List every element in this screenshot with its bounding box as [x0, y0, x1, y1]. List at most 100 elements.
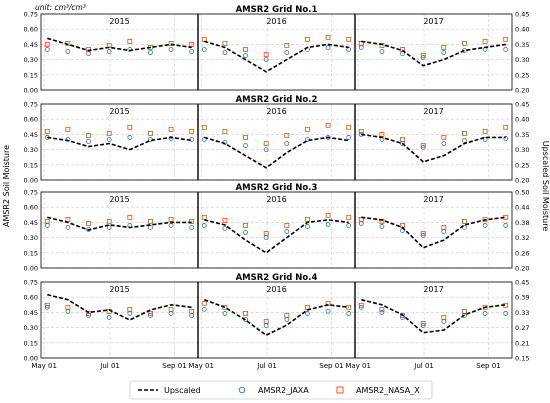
nasa-point [148, 218, 153, 224]
grid-row-4: AMSR2 Grid No.4 0.00 0.15 0.30 0.45 0.60 0.75 0… [24, 273, 530, 370]
jaxa-point [44, 223, 50, 228]
year-label: 2016 [266, 17, 286, 26]
unit-label: unit: cm³/cm³ [35, 3, 86, 12]
right-tick-label: 0.20 [515, 177, 529, 185]
right-tick-label: 0.21 [515, 339, 529, 347]
jaxa-point [65, 225, 71, 230]
jaxa-point [358, 304, 364, 310]
nasa-point [284, 43, 290, 48]
jaxa-point [441, 141, 447, 146]
jaxa-point [503, 223, 509, 228]
nasa-point [379, 306, 385, 312]
upscaled-line [361, 133, 506, 163]
nasa-point [305, 126, 310, 132]
grid-title: AMSR2 Grid No.3 [236, 183, 318, 193]
nasa-point [325, 122, 331, 128]
left-tick-label: 0.00 [24, 355, 38, 363]
jaxa-point [263, 57, 269, 62]
nasa-point [379, 131, 385, 137]
left-tick-label: 0.60 [24, 26, 38, 34]
nasa-point [189, 308, 195, 314]
nasa-point [127, 38, 133, 44]
jaxa-point [441, 50, 447, 55]
jaxa-point [420, 233, 426, 238]
right-tick-label: 0.25 [515, 71, 529, 79]
jaxa-point [127, 311, 133, 316]
jaxa-point [44, 47, 50, 52]
nasa-point [400, 137, 405, 142]
nasa-point [420, 143, 426, 148]
upscaled-line [204, 136, 349, 169]
left-tick-label: 0.30 [24, 324, 38, 332]
legend-label: Upscaled [164, 386, 201, 395]
jaxa-point [201, 47, 207, 52]
nasa-point [379, 43, 385, 48]
right-tick-label: 0.35 [515, 131, 529, 139]
jaxa-point [462, 138, 467, 143]
grid-panels: AMSR2 Grid No.1 0.00 0.15 0.30 0.45 0.60 0.75 0… [24, 5, 530, 370]
nasa-point [168, 306, 174, 312]
jaxa-point [379, 309, 385, 315]
jaxa-point [106, 49, 112, 54]
right-tick-label: 0.45 [515, 11, 529, 19]
nasa-point [346, 36, 352, 42]
x-tick-label: Sep 01 [476, 362, 500, 370]
jaxa-point [325, 308, 331, 314]
nasa-point [148, 311, 153, 316]
right-tick-label: 0.39 [515, 294, 529, 302]
jaxa-point [168, 47, 174, 52]
legend-label: AMSR2_NASA_X [356, 386, 420, 395]
x-tick-label: May 01 [31, 362, 57, 370]
jaxa-point [106, 315, 112, 320]
nasa-point [325, 34, 331, 40]
legend-jaxa-marker [238, 386, 246, 394]
x-tick-label: Jul 01 [99, 362, 120, 370]
jaxa-point [420, 323, 426, 328]
nasa-point [127, 214, 133, 220]
jaxa-point [441, 229, 447, 234]
right-tick-label: 0.27 [515, 324, 529, 332]
jaxa-point [284, 50, 290, 55]
nasa-point [222, 217, 228, 223]
right-tick-label: 0.44 [515, 204, 529, 212]
left-tick-label: 0.30 [24, 56, 38, 64]
right-tick-label: 0.50 [515, 189, 529, 197]
jaxa-point [168, 223, 174, 228]
jaxa-point [420, 55, 426, 60]
left-tick-label: 0.00 [24, 87, 38, 95]
jaxa-point [379, 224, 385, 229]
nasa-point [189, 128, 195, 134]
right-tick-label: 0.40 [515, 116, 529, 124]
jaxa-point [346, 311, 352, 316]
jaxa-point [148, 313, 153, 318]
nasa-point [222, 128, 228, 134]
nasa-point [65, 216, 71, 222]
jaxa-point [86, 139, 91, 144]
jaxa-point [222, 226, 228, 231]
upscaled-line [47, 136, 192, 151]
jaxa-point [168, 311, 174, 316]
jaxa-point [379, 49, 385, 54]
nasa-point [284, 223, 290, 228]
upscaled-line [361, 40, 506, 67]
jaxa-point [243, 143, 248, 148]
nasa-point [305, 216, 310, 222]
x-tick-label: Sep 01 [319, 362, 343, 370]
nasa-point [44, 218, 50, 224]
nasa-point [44, 42, 50, 47]
right-tick-label: 0.38 [515, 219, 529, 227]
nasa-point [441, 45, 447, 50]
nasa-point [243, 223, 248, 228]
jaxa-point [65, 49, 71, 54]
nasa-point [243, 135, 248, 140]
nasa-point [106, 130, 112, 136]
left-tick-label: 0.45 [24, 219, 38, 227]
nasa-point [168, 126, 174, 132]
upscaled-line [361, 298, 506, 334]
x-tick-label: Jul 01 [256, 362, 277, 370]
jaxa-point [503, 311, 509, 316]
nasa-point [503, 36, 509, 42]
nasa-point [441, 135, 447, 140]
left-tick-label: 0.00 [24, 177, 38, 185]
jaxa-point [305, 311, 310, 316]
